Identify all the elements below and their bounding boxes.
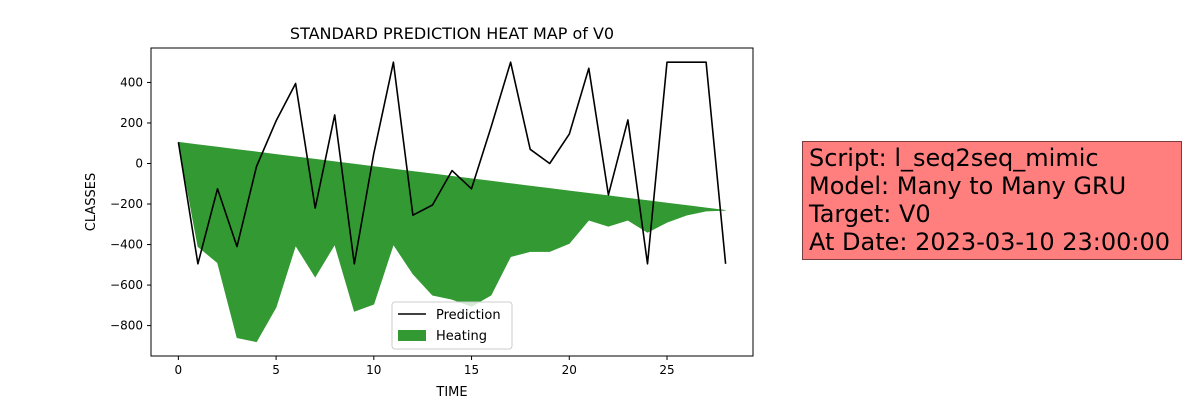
y-tick-label: −400: [110, 238, 143, 252]
legend-heating-swatch: [398, 330, 426, 341]
y-tick-label: −800: [110, 319, 143, 333]
info-box: Script: l_seq2seq_mimic Model: Many to M…: [802, 141, 1182, 260]
x-axis: 0 5 10 15 20 25: [175, 356, 675, 377]
y-tick-label: 400: [120, 75, 143, 89]
x-tick-label: 5: [272, 363, 280, 377]
x-tick-label: 15: [464, 363, 479, 377]
plot-frame: [150, 47, 754, 357]
y-tick-label: −200: [110, 197, 143, 211]
y-tick-label: 0: [135, 157, 143, 171]
legend-prediction-label: Prediction: [436, 308, 501, 323]
x-axis-label: TIME: [435, 385, 467, 400]
legend: Prediction Heating: [391, 301, 513, 350]
y-tick-label: −600: [110, 278, 143, 292]
info-script: Script: l_seq2seq_mimic: [809, 144, 1099, 172]
info-target: Target: V0: [809, 200, 931, 228]
x-tick-label: 25: [659, 363, 674, 377]
y-tick-label: 200: [120, 116, 143, 130]
chart-title: STANDARD PREDICTION HEAT MAP of V0: [290, 24, 614, 43]
plot-content: [177, 61, 727, 343]
info-date: At Date: 2023-03-10 23:00:00: [809, 228, 1171, 256]
y-axis: 400 200 0 −200 −400 −600 −800: [110, 75, 151, 333]
prediction-line: [177, 61, 727, 265]
info-model: Model: Many to Many GRU: [809, 172, 1127, 200]
x-tick-label: 20: [562, 363, 577, 377]
y-axis-label: CLASSES: [84, 173, 99, 231]
x-tick-label: 0: [175, 363, 183, 377]
heating-area: [178, 141, 726, 343]
x-tick-label: 10: [366, 363, 381, 377]
legend-heating-label: Heating: [436, 329, 487, 344]
